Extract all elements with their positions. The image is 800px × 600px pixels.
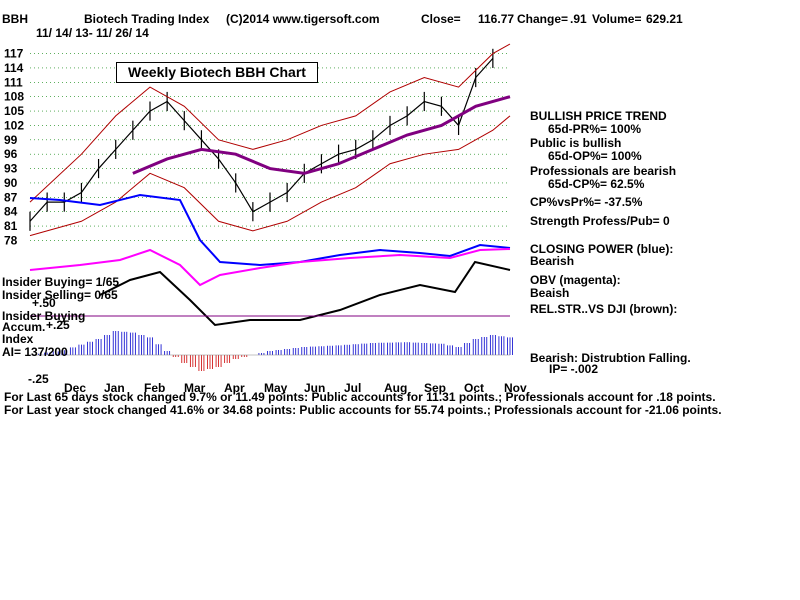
cpvspr-label: CP%vsPr%= -37.5% <box>530 195 643 209</box>
minus-25-label: -.25 <box>28 372 49 386</box>
insider-selling: Insider Selling= 0/65 <box>2 288 118 302</box>
close-value: 116.77 <box>478 12 515 26</box>
obv-label: OBV (magenta): <box>530 273 621 287</box>
x-tick-label: Apr <box>224 381 245 395</box>
volume-label: Volume= <box>592 12 642 26</box>
x-tick-label: Mar <box>184 381 206 395</box>
insider-buying: Insider Buying= 1/65 <box>2 275 120 289</box>
x-tick-label: Dec <box>64 381 86 395</box>
closing-power-state: Bearish <box>530 254 575 268</box>
volume-value: 629.21 <box>646 12 683 26</box>
x-tick-label: Sep <box>424 381 446 395</box>
y-tick-label: 108 <box>4 90 24 104</box>
y-tick-label: 78 <box>4 233 18 247</box>
y-tick-label: 87 <box>4 190 18 204</box>
relstr-line <box>99 260 511 327</box>
x-tick-label: Oct <box>464 381 484 395</box>
series-line-price <box>29 57 494 222</box>
series-line-upper-band <box>29 43 511 203</box>
series-line-moving-average <box>132 95 511 175</box>
trend-label: BULLISH PRICE TREND <box>530 109 667 123</box>
date-range: 11/ 14/ 13- 11/ 26/ 14 <box>36 26 149 40</box>
public-label: Public is bullish <box>530 136 622 150</box>
y-tick-label: 90 <box>4 176 18 190</box>
bearish-dist-label: Bearish: Distrubtion Falling. <box>530 351 691 365</box>
index-label: Index <box>2 332 34 346</box>
y-tick-label: 99 <box>4 133 18 147</box>
y-tick-label: 102 <box>4 118 24 132</box>
y-tick-label: 105 <box>4 104 24 118</box>
closing-power-line <box>29 193 511 267</box>
y-tick-label: 114 <box>4 61 24 75</box>
x-tick-label: Aug <box>384 381 407 395</box>
close-label: Close= <box>421 12 461 26</box>
op-label: 65d-OP%= 100% <box>548 149 642 163</box>
x-tick-label: Nov <box>504 381 527 395</box>
y-tick-label: 84 <box>4 205 18 219</box>
x-tick-label: May <box>264 381 288 395</box>
y-tick-label: 81 <box>4 219 18 233</box>
chart-box-title: Weekly Biotech BBH Chart <box>116 62 318 83</box>
copyright: (C)2014 www.tigersoft.com <box>226 12 380 26</box>
obv-state: Beaish <box>530 286 570 300</box>
y-tick-label: 96 <box>4 147 18 161</box>
plus-50-label: +.50 <box>32 296 56 310</box>
x-tick-label: Jun <box>304 381 325 395</box>
y-tick-label: 117 <box>4 47 24 61</box>
change-value: .91 <box>570 12 587 26</box>
strength-label: Strength Profess/Pub= 0 <box>530 214 670 228</box>
insider-buying-2: Insider Buying <box>2 309 86 323</box>
y-tick-label: 111 <box>4 75 23 89</box>
footer-line-2: For Last year stock changed 41.6% or 34.… <box>4 403 722 417</box>
y-tick-label: 93 <box>4 162 18 176</box>
x-tick-label: Jan <box>104 381 125 395</box>
cp-label: 65d-CP%= 62.5% <box>548 177 645 191</box>
ip-label: IP= -.002 <box>549 362 599 376</box>
closing-power-label: CLOSING POWER (blue): <box>530 242 674 256</box>
change-label: Change= <box>517 12 569 26</box>
plus-25-label: +.25 <box>46 318 70 332</box>
x-tick-label: Feb <box>144 381 165 395</box>
relstr-label: REL.STR..VS DJI (brown): <box>530 302 678 316</box>
accum-label: Accum. <box>2 320 46 334</box>
ai-label: AI= 137/200 <box>2 345 68 359</box>
obv-line <box>29 248 511 287</box>
series-line-lower-band <box>29 115 511 237</box>
symbol: BBH <box>2 12 28 26</box>
chart-title: Biotech Trading Index <box>84 12 210 26</box>
x-tick-label: Jul <box>344 381 361 395</box>
footer-line-1: For Last 65 days stock changed 9.7% or 1… <box>4 390 716 404</box>
professionals-label: Professionals are bearish <box>530 164 677 178</box>
pr-label: 65d-PR%= 100% <box>548 122 642 136</box>
